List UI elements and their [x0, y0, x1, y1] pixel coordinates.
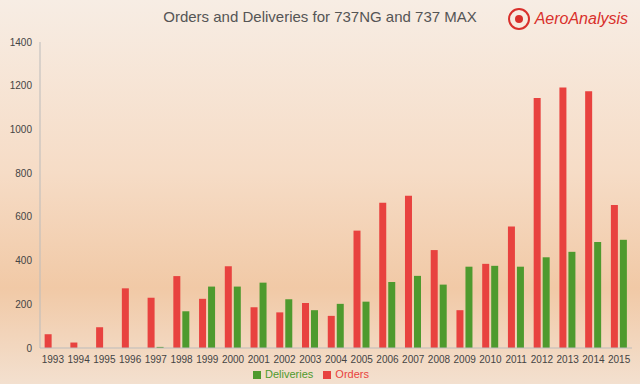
svg-text:1993: 1993	[42, 354, 65, 365]
svg-text:1999: 1999	[196, 354, 219, 365]
svg-text:2010: 2010	[479, 354, 502, 365]
svg-text:2001: 2001	[248, 354, 271, 365]
svg-text:2000: 2000	[222, 354, 245, 365]
svg-text:2005: 2005	[351, 354, 374, 365]
svg-text:2007: 2007	[402, 354, 425, 365]
svg-text:2009: 2009	[454, 354, 477, 365]
svg-text:2006: 2006	[376, 354, 399, 365]
svg-text:2015: 2015	[608, 354, 631, 365]
svg-text:400: 400	[15, 255, 32, 266]
svg-text:2013: 2013	[557, 354, 580, 365]
svg-text:600: 600	[15, 211, 32, 222]
svg-text:2012: 2012	[531, 354, 554, 365]
svg-text:2014: 2014	[582, 354, 605, 365]
svg-text:1997: 1997	[145, 354, 168, 365]
svg-text:1995: 1995	[93, 354, 116, 365]
svg-text:1994: 1994	[67, 354, 90, 365]
svg-text:1000: 1000	[10, 124, 33, 135]
html-text:Orders and Deliveries for 737N: Orders and Deliveries for 737NG and 737 …	[163, 8, 477, 25]
svg-text:1998: 1998	[170, 354, 193, 365]
svg-text:2004: 2004	[325, 354, 348, 365]
svg-text:1996: 1996	[119, 354, 142, 365]
svg-text:1400: 1400	[10, 37, 33, 48]
svg-text:2008: 2008	[428, 354, 451, 365]
html-text:Deliveries: Deliveries	[265, 368, 314, 380]
svg-text:2002: 2002	[273, 354, 296, 365]
svg-text:200: 200	[15, 299, 32, 310]
svg-text:1200: 1200	[10, 80, 33, 91]
svg-text:0: 0	[26, 343, 32, 354]
svg-text:800: 800	[15, 168, 32, 179]
html-text:AeroAnalysis: AeroAnalysis	[534, 10, 628, 27]
html-text:Orders: Orders	[335, 368, 369, 380]
svg-text:2011: 2011	[505, 354, 527, 365]
svg-text:2003: 2003	[299, 354, 322, 365]
